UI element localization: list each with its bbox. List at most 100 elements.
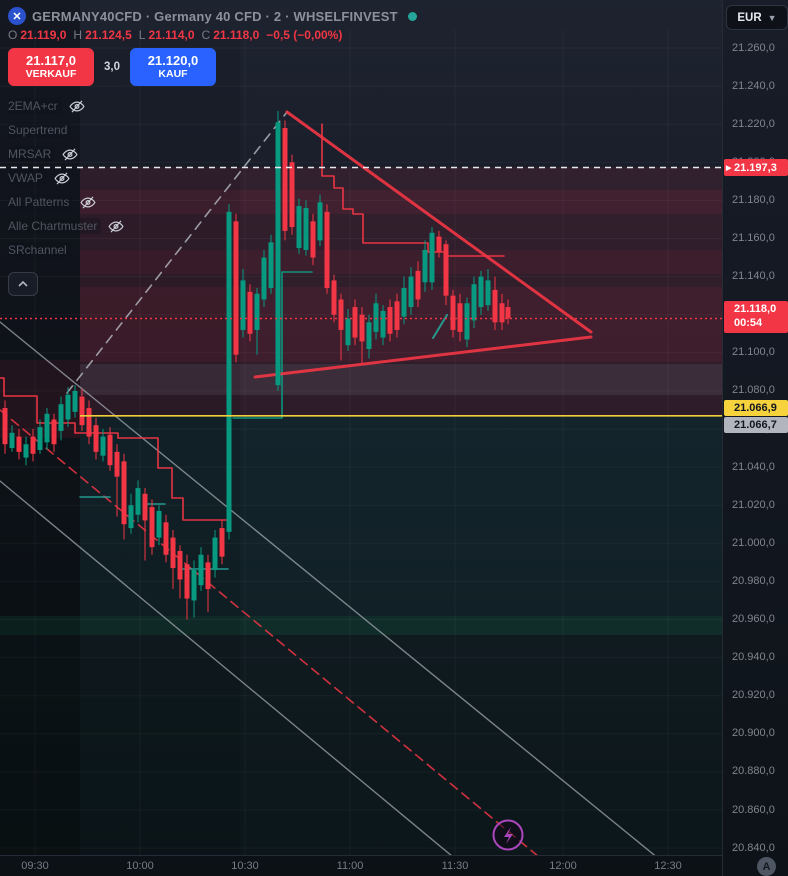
candle xyxy=(100,429,106,462)
candle xyxy=(436,230,442,258)
vwap-price-value: 21.197,3 xyxy=(734,161,777,174)
candle xyxy=(184,554,190,620)
open-value: 21.119,0 xyxy=(20,28,67,42)
price-axis-label: 21.220,0 xyxy=(732,117,775,130)
currency-dropdown[interactable]: EUR ▼ xyxy=(726,5,788,30)
gray-level-tag: 21.066,7 xyxy=(724,417,788,433)
candle xyxy=(233,213,239,363)
high-label: H xyxy=(73,28,83,42)
candle xyxy=(149,499,155,555)
indicator-zone xyxy=(80,167,722,416)
currency-value: EUR xyxy=(737,11,762,24)
indicator-row-mrsar[interactable]: MRSAR xyxy=(8,142,417,166)
candle xyxy=(275,110,281,391)
candle xyxy=(121,453,127,540)
candle xyxy=(505,299,511,325)
collapse-legend-button[interactable] xyxy=(8,272,38,296)
price-chart[interactable] xyxy=(0,0,722,855)
candle xyxy=(212,529,218,578)
chart-legend: ✕ GERMANY40CFD · Germany 40 CFD · 2 · WH… xyxy=(8,6,417,296)
time-axis-label: 11:30 xyxy=(441,860,469,872)
price-axis-label: 20.860,0 xyxy=(732,803,775,816)
channel-lower-gray[interactable] xyxy=(0,480,476,855)
candle xyxy=(387,299,393,342)
candle xyxy=(191,560,197,618)
candle xyxy=(268,234,274,294)
supertrend-red-left[interactable] xyxy=(0,377,229,521)
indicator-label: Supertrend xyxy=(8,122,72,138)
candle xyxy=(478,270,484,315)
candle xyxy=(23,436,29,466)
indicator-row-vwap[interactable]: VWAP xyxy=(8,166,417,190)
eye-off-icon[interactable] xyxy=(54,171,70,186)
symbol-header[interactable]: ✕ GERMANY40CFD · Germany 40 CFD · 2 · WH… xyxy=(8,6,417,26)
indicator-label: VWAP xyxy=(8,170,47,186)
triangle-upper[interactable] xyxy=(285,110,593,334)
triangle-lower[interactable] xyxy=(253,335,593,379)
chart-pane[interactable]: ✕ GERMANY40CFD · Germany 40 CFD · 2 · WH… xyxy=(0,0,722,855)
close-value: 21.118,0 xyxy=(213,28,260,42)
indicator-row-alle-chartmuster[interactable]: Alle Chartmuster xyxy=(8,214,417,238)
candle xyxy=(303,200,309,256)
price-axis-label: 21.080,0 xyxy=(732,384,775,397)
candle xyxy=(240,268,246,338)
sell-button[interactable]: 21.117,0 VERKAUF xyxy=(8,48,94,86)
indicator-row-srchannel[interactable]: SRchannel xyxy=(8,238,417,262)
indicator-row-all-patterns[interactable]: All Patterns xyxy=(8,190,417,214)
channel-upper-gray[interactable] xyxy=(0,321,680,855)
eye-off-icon[interactable] xyxy=(80,195,96,210)
indicator-label: Alle Chartmuster xyxy=(8,218,102,234)
bar-countdown: 00:54 xyxy=(734,317,763,329)
indicator-row-2ema[interactable]: 2EMA+cr xyxy=(8,94,417,118)
price-axis-label: 20.900,0 xyxy=(732,727,775,740)
spread-value: 3,0 xyxy=(104,61,120,73)
eye-off-icon[interactable] xyxy=(62,147,78,162)
indicator-row-supertrend[interactable]: Supertrend xyxy=(8,118,417,142)
candle xyxy=(457,293,463,342)
time-axis-label: 10:00 xyxy=(126,860,154,872)
candle xyxy=(331,274,337,323)
channel-mid-red-dashed[interactable] xyxy=(0,409,562,855)
buy-button[interactable]: 21.120,0 KAUF xyxy=(130,48,216,86)
chevron-up-icon xyxy=(17,275,29,293)
low-label: L xyxy=(138,28,146,42)
price-axis-label: 21.020,0 xyxy=(732,498,775,511)
candle xyxy=(65,387,71,428)
candle xyxy=(37,419,43,454)
price-axis[interactable]: EUR ▼ 21.260,021.240,021.220,021.200,021… xyxy=(722,0,788,876)
supertrend-green[interactable] xyxy=(232,271,313,419)
candle xyxy=(163,514,169,563)
indicator-label: All Patterns xyxy=(8,194,74,210)
auto-scale-button[interactable]: A xyxy=(757,857,776,876)
indicator-label: 2EMA+cr xyxy=(8,98,62,114)
price-axis-label: 21.240,0 xyxy=(732,79,775,92)
open-label: O xyxy=(8,28,18,42)
trade-buttons: 21.117,0 VERKAUF 3,0 21.120,0 KAUF xyxy=(8,48,417,86)
eye-off-icon[interactable] xyxy=(108,219,124,234)
time-axis-label: 12:00 xyxy=(549,860,577,872)
symbol-title[interactable]: GERMANY40CFD · Germany 40 CFD · 2 · WHSE… xyxy=(32,8,398,24)
price-axis-label: 20.940,0 xyxy=(732,651,775,664)
time-axis[interactable]: 09:30 10:00 10:30 11:00 11:30 12:00 12:30 xyxy=(0,855,722,876)
green-cross-diag[interactable] xyxy=(432,314,448,339)
lightning-bolt-icon[interactable] xyxy=(492,819,524,851)
broker-logo-icon: ✕ xyxy=(8,7,26,25)
close-label: C xyxy=(201,28,211,42)
eye-off-icon[interactable] xyxy=(69,99,85,114)
candle xyxy=(9,425,15,452)
candle xyxy=(443,240,449,306)
candle xyxy=(338,293,344,361)
price-axis-label: 21.260,0 xyxy=(732,41,775,54)
ascending-gray-dashed[interactable] xyxy=(66,111,288,394)
supertrend-red-right[interactable] xyxy=(321,123,505,257)
price-axis-label: 20.840,0 xyxy=(732,841,775,854)
candle xyxy=(422,240,428,292)
candle xyxy=(219,520,225,565)
indicator-label: MRSAR xyxy=(8,146,56,162)
candle xyxy=(107,427,113,471)
candle xyxy=(450,289,456,338)
candle xyxy=(2,400,8,454)
candle xyxy=(177,545,183,599)
price-axis-label: 21.100,0 xyxy=(732,346,775,359)
